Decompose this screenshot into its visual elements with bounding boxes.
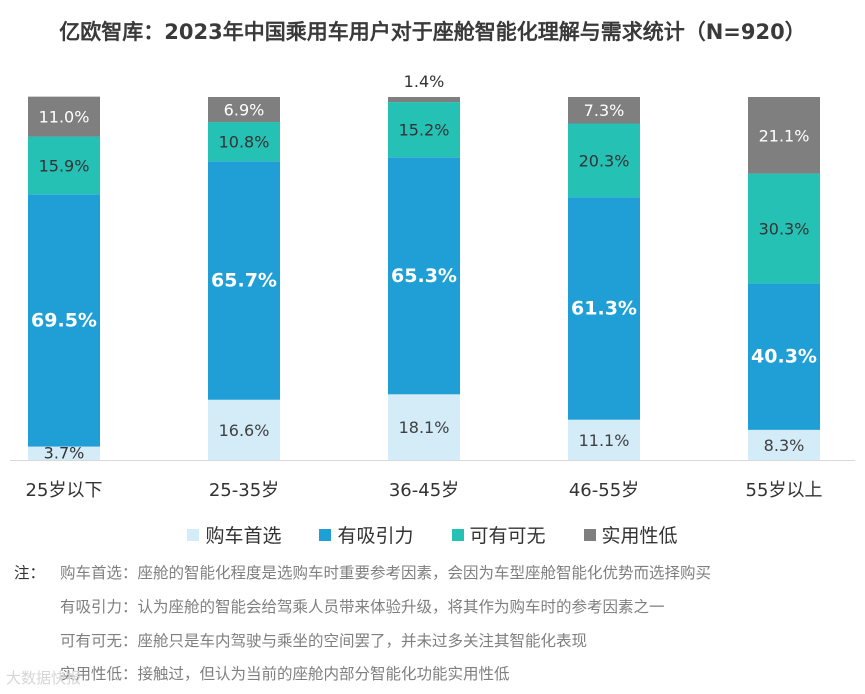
- chart-legend: 购车首选 有吸引力 可有可无 实用性低: [0, 521, 865, 548]
- data-label-3-1: 18.1%: [399, 418, 450, 437]
- bar-segment-3-2: [388, 157, 460, 395]
- x-tick-label-4: 46-55岁: [569, 480, 639, 501]
- data-label-5-4: 21.1%: [759, 126, 810, 145]
- bar-segment-3-4: [388, 97, 460, 103]
- bar-segment-4-1: [568, 419, 640, 460]
- bar-segment-5-4: [748, 97, 820, 174]
- data-label-2-1: 16.6%: [219, 421, 270, 440]
- bar-segment-3-3: [388, 102, 460, 158]
- data-label-4-2: 61.3%: [571, 297, 637, 319]
- legend-label-3: 可有可无: [469, 525, 546, 547]
- bar-segment-4-2: [568, 197, 640, 420]
- bar-segment-5-2: [748, 283, 820, 430]
- notes-mark: 注：: [14, 564, 46, 582]
- bar-segment-1-3: [28, 136, 100, 195]
- legend-swatch-1: [187, 528, 200, 541]
- data-label-5-1: 8.3%: [764, 436, 805, 455]
- data-label-1-3: 15.9%: [39, 156, 90, 175]
- data-label-1-1: 3.7%: [44, 443, 85, 462]
- data-label-5-2: 40.3%: [751, 346, 817, 368]
- data-label-2-3: 10.8%: [219, 133, 270, 152]
- bar-segment-5-3: [748, 173, 820, 284]
- chart-title: 亿欧智库：2023年中国乘用车用户对于座舱智能化理解与需求统计（N=920）: [59, 20, 806, 44]
- bar-segment-1-4: [28, 96, 100, 137]
- x-tick-label-3: 36-45岁: [389, 480, 459, 501]
- data-label-4-4: 7.3%: [584, 101, 625, 120]
- bar-segment-3-1: [388, 394, 460, 460]
- bar-segment-2-4: [208, 97, 280, 123]
- note-line-1: 购车首选：座舱的智能化程度是选购车时重要参考因素，会因为车型座舱智能化优势而选择…: [60, 564, 712, 582]
- data-label-4-1: 11.1%: [579, 431, 630, 450]
- data-label-3-4: 1.4%: [404, 72, 445, 91]
- bar-segment-2-3: [208, 122, 280, 162]
- legend-label-1: 购车首选: [205, 525, 282, 547]
- x-tick-label-1: 25岁以下: [26, 480, 103, 501]
- legend-label-2: 有吸引力: [337, 525, 414, 547]
- stacked-bar-chart: 3.7% 69.5% 15.9% 11.0% 25岁以下 16.6% 65.7% 10.8% 6…: [10, 72, 855, 501]
- data-label-3-3: 15.2%: [399, 121, 450, 140]
- watermark: 大数据快报: [6, 669, 82, 687]
- legend-swatch-3: [451, 528, 464, 541]
- data-label-4-3: 20.3%: [579, 151, 630, 170]
- legend-item-4: 实用性低: [583, 521, 678, 548]
- bar-segment-2-1: [208, 399, 280, 460]
- bar-segment-4-3: [568, 123, 640, 198]
- bar-segment-2-2: [208, 161, 280, 400]
- legend-swatch-4: [583, 528, 596, 541]
- data-label-2-2: 65.7%: [211, 269, 277, 291]
- data-label-2-4: 6.9%: [224, 101, 265, 120]
- bar-segment-1-1: [28, 446, 100, 460]
- data-label-3-2: 65.3%: [391, 265, 457, 287]
- legend-item-1: 购车首选: [187, 521, 281, 548]
- legend-label-4: 实用性低: [601, 525, 678, 547]
- data-label-1-2: 69.5%: [31, 309, 97, 331]
- bar-segment-1-2: [28, 194, 100, 447]
- note-line-4: 实用性低：接触过，但认为当前的座舱内部分智能化功能实用性低: [60, 665, 510, 683]
- data-label-1-4: 11.0%: [39, 108, 90, 127]
- note-line-2: 有吸引力：认为座舱的智能会给驾乘人员带来体验升级，将其作为购车时的参考因素之一: [60, 598, 665, 616]
- legend-item-2: 有吸引力: [319, 521, 414, 548]
- legend-item-3: 可有可无: [451, 521, 546, 548]
- x-tick-label-2: 25-35岁: [209, 480, 279, 501]
- data-label-5-3: 30.3%: [759, 220, 810, 239]
- legend-swatch-2: [319, 528, 332, 541]
- bar-segment-4-4: [568, 97, 640, 124]
- x-tick-label-5: 55岁以上: [746, 480, 823, 501]
- note-line-3: 可有可无：座舱只是车内驾驶与乘坐的空间罢了，并未过多关注其智能化表现: [60, 632, 588, 650]
- bar-segment-5-1: [748, 429, 820, 460]
